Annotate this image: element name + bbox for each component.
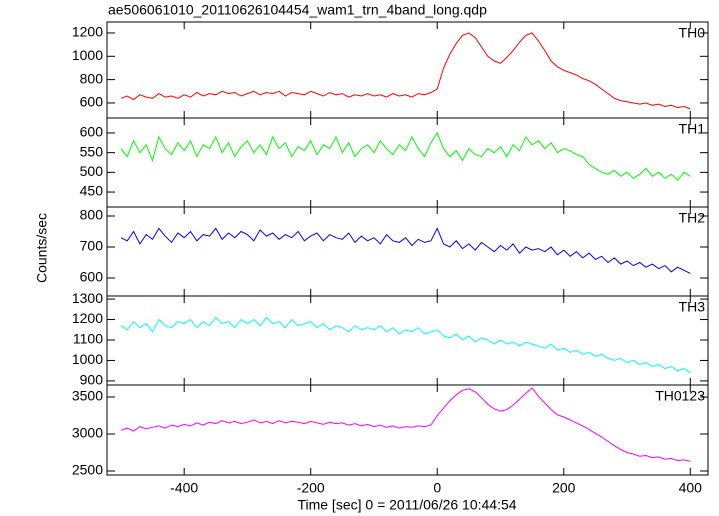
panel-label: TH1 — [679, 121, 706, 137]
y-tick-label: 1300 — [72, 290, 103, 306]
data-line — [120, 387, 691, 462]
y-tick-label: 600 — [80, 269, 104, 285]
data-line — [120, 32, 691, 110]
x-tick-label: 200 — [552, 480, 576, 496]
panel-frame — [106, 117, 709, 208]
data-line — [120, 227, 691, 274]
y-tick-label: 450 — [80, 183, 104, 199]
y-tick-label: 1000 — [72, 47, 103, 63]
y-tick-label: 1200 — [72, 24, 103, 40]
panel-frame — [106, 206, 709, 297]
panel-frame — [106, 295, 709, 386]
panel-label: TH2 — [679, 210, 706, 226]
y-tick-label: 1100 — [73, 331, 103, 347]
panel-frame — [106, 21, 709, 119]
x-axis-label: Time [sec] 0 = 2011/06/26 10:44:54 — [297, 497, 516, 513]
x-tick-label: -400 — [170, 480, 198, 496]
y-tick-label: 3500 — [72, 388, 103, 404]
y-tick-label: 600 — [80, 94, 104, 110]
y-tick-label: 600 — [80, 124, 104, 140]
x-tick-label: 0 — [433, 480, 441, 496]
y-tick-label: 800 — [80, 70, 104, 86]
chart-title: ae506061010_20110626104454_wam1_trn_4ban… — [108, 2, 487, 18]
y-tick-label: 1200 — [72, 310, 103, 326]
y-tick-label: 700 — [80, 238, 104, 254]
y-tick-label: 800 — [80, 207, 104, 223]
y-tick-label: 550 — [80, 143, 104, 159]
panel-label: TH3 — [679, 299, 706, 315]
panel-frame — [106, 384, 709, 476]
data-line — [120, 316, 691, 374]
panel-label: TH0123 — [655, 388, 705, 404]
y-tick-label: 500 — [80, 163, 104, 179]
y-tick-label: 900 — [80, 372, 104, 388]
y-tick-label: 2500 — [72, 462, 103, 478]
x-tick-label: -200 — [297, 480, 325, 496]
panel-label: TH0 — [679, 25, 706, 41]
x-tick-label: 400 — [679, 480, 703, 496]
y-tick-label: 1000 — [72, 351, 103, 367]
y-tick-label: 3000 — [72, 425, 103, 441]
data-line — [120, 131, 691, 181]
y-axis-label: Counts/sec — [34, 213, 50, 283]
